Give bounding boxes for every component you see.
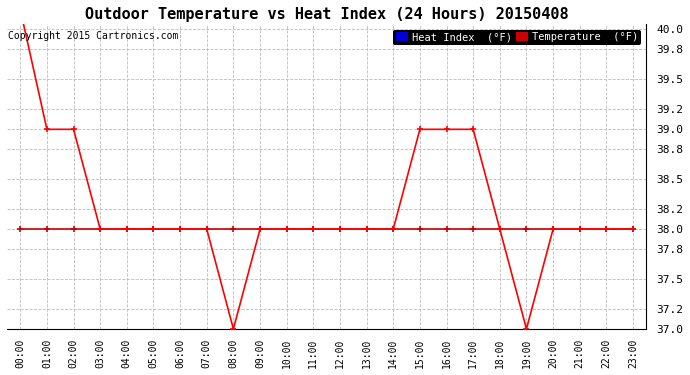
Title: Outdoor Temperature vs Heat Index (24 Hours) 20150408: Outdoor Temperature vs Heat Index (24 Ho… [85, 7, 569, 22]
Legend: Heat Index  (°F), Temperature  (°F): Heat Index (°F), Temperature (°F) [393, 30, 641, 45]
Text: Copyright 2015 Cartronics.com: Copyright 2015 Cartronics.com [8, 31, 178, 40]
